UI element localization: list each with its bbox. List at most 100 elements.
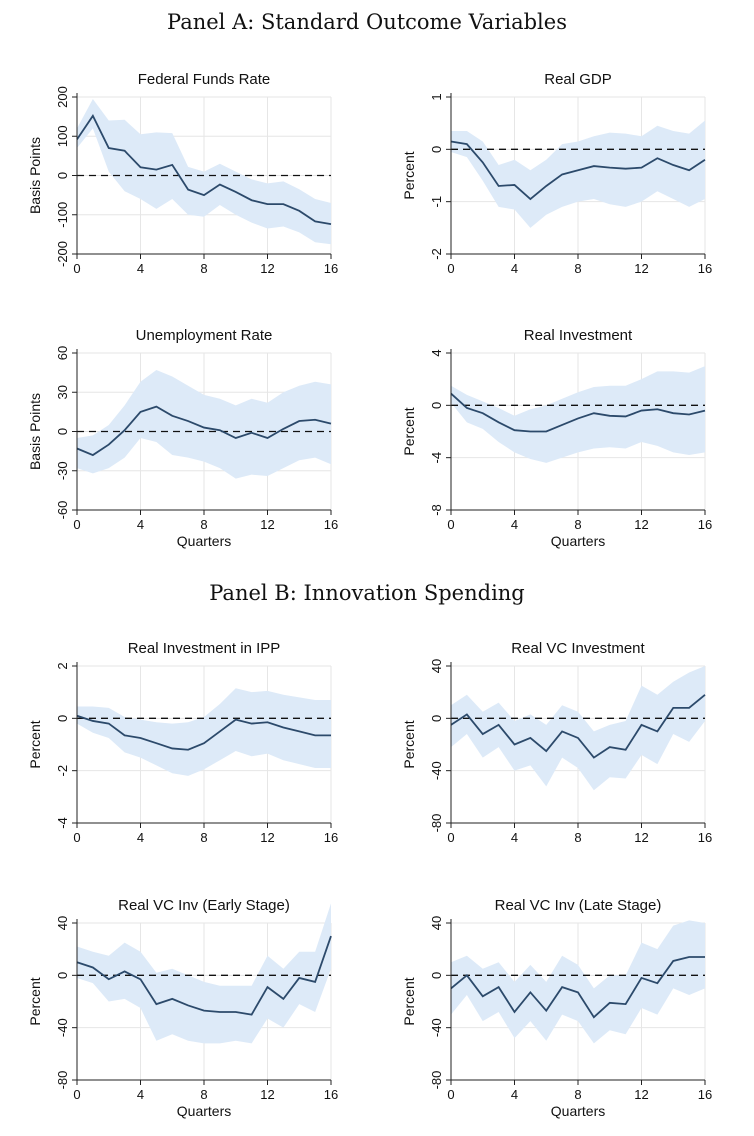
y-tick-label: 0 xyxy=(429,972,444,979)
x-tick-label: 16 xyxy=(698,830,712,845)
y-tick-label: -4 xyxy=(55,817,70,829)
chart-title: Real Investment xyxy=(524,327,633,344)
x-tick-label: 0 xyxy=(447,517,454,532)
x-tick-label: 12 xyxy=(260,517,274,532)
x-axis-label: Quarters xyxy=(551,533,605,549)
y-tick-label: 0 xyxy=(55,428,70,435)
x-tick-label: 8 xyxy=(574,830,581,845)
y-tick-label: 0 xyxy=(429,146,444,153)
y-tick-label: 0 xyxy=(55,715,70,722)
x-tick-label: 4 xyxy=(511,517,518,532)
x-tick-label: 8 xyxy=(574,1087,581,1102)
x-tick-label: 4 xyxy=(511,830,518,845)
response-line xyxy=(450,392,706,433)
y-axis-label: Percent xyxy=(27,977,43,1025)
y-axis-label: Percent xyxy=(401,977,417,1025)
x-tick-label: 0 xyxy=(447,261,454,276)
chart-title: Real Investment in IPP xyxy=(128,640,281,657)
y-tick-label: 1 xyxy=(429,93,444,100)
chart-title: Unemployment Rate xyxy=(136,327,273,344)
y-tick-label: -1 xyxy=(429,196,444,208)
y-axis-label: Basis Points xyxy=(27,137,43,214)
x-tick-label: 8 xyxy=(574,261,581,276)
y-axis-label: Basis Points xyxy=(27,393,43,470)
y-tick-label: -200 xyxy=(55,241,70,267)
y-tick-label: -30 xyxy=(55,461,70,480)
confidence-band xyxy=(451,120,705,228)
y-tick-label: 2 xyxy=(55,662,70,669)
x-tick-label: 8 xyxy=(200,830,207,845)
y-tick-label: 0 xyxy=(429,715,444,722)
y-tick-label: 200 xyxy=(55,86,70,108)
y-tick-label: 4 xyxy=(429,349,444,356)
x-tick-label: 0 xyxy=(447,830,454,845)
y-tick-label: -4 xyxy=(429,452,444,464)
confidence-band xyxy=(77,688,331,776)
y-axis-label: Percent xyxy=(401,151,417,199)
response-line xyxy=(450,694,706,759)
y-tick-label: -80 xyxy=(429,814,444,833)
y-tick-label: -40 xyxy=(55,1018,70,1037)
x-tick-label: 4 xyxy=(137,1087,144,1102)
y-tick-label: 40 xyxy=(429,916,444,930)
x-axis-label: Quarters xyxy=(551,1103,605,1119)
response-line xyxy=(450,140,706,201)
y-tick-label: 40 xyxy=(55,916,70,930)
x-tick-label: 0 xyxy=(73,261,80,276)
x-tick-label: 0 xyxy=(447,1087,454,1102)
x-tick-label: 12 xyxy=(260,1087,274,1102)
x-tick-label: 16 xyxy=(324,517,338,532)
chart-7: Real VC Inv (Early Stage) 0 4 8 12 16 -80 -40 0 4… xyxy=(27,897,338,1119)
y-tick-label: 60 xyxy=(55,346,70,360)
x-tick-label: 8 xyxy=(200,517,207,532)
y-tick-label: 100 xyxy=(55,125,70,147)
y-tick-label: -60 xyxy=(55,501,70,520)
x-tick-label: 16 xyxy=(698,261,712,276)
chart-title: Real VC Inv (Late Stage) xyxy=(495,897,662,914)
chart-6: Real VC Investment 0 4 8 12 16 -80 -40 0 40 Percen… xyxy=(401,640,712,845)
chart-5: Real Investment in IPP 0 4 8 12 16 -4 -2 0 2 Perce… xyxy=(27,640,338,845)
x-tick-label: 8 xyxy=(200,261,207,276)
response-line xyxy=(76,935,332,1016)
y-tick-label: -2 xyxy=(429,248,444,260)
chart-title: Real VC Inv (Early Stage) xyxy=(118,897,290,914)
x-tick-label: 8 xyxy=(574,517,581,532)
x-tick-label: 16 xyxy=(324,830,338,845)
y-tick-label: 0 xyxy=(55,172,70,179)
confidence-band xyxy=(451,666,705,791)
x-tick-label: 12 xyxy=(634,830,648,845)
chart-8: Real VC Inv (Late Stage) 0 4 8 12 16 -80 -40 0 40… xyxy=(401,897,712,1119)
x-tick-label: 12 xyxy=(634,261,648,276)
y-tick-label: -40 xyxy=(429,761,444,780)
x-tick-label: 16 xyxy=(324,1087,338,1102)
x-tick-label: 16 xyxy=(698,517,712,532)
x-tick-label: 0 xyxy=(73,830,80,845)
y-tick-label: 0 xyxy=(55,972,70,979)
response-line xyxy=(76,714,331,751)
chart-title: Federal Funds Rate xyxy=(138,71,271,88)
x-tick-label: 8 xyxy=(200,1087,207,1102)
confidence-band xyxy=(77,370,331,479)
y-tick-label: 40 xyxy=(429,659,444,673)
y-axis-label: Percent xyxy=(27,720,43,768)
confidence-band xyxy=(77,98,331,245)
y-tick-label: 30 xyxy=(55,385,70,399)
y-tick-label: -8 xyxy=(429,504,444,516)
response-line xyxy=(76,405,332,457)
y-tick-label: -100 xyxy=(55,202,70,228)
x-tick-label: 0 xyxy=(73,1087,80,1102)
x-tick-label: 12 xyxy=(634,1087,648,1102)
x-tick-label: 4 xyxy=(511,1087,518,1102)
response-line xyxy=(450,956,705,1019)
x-axis-label: Quarters xyxy=(177,1103,231,1119)
confidence-band xyxy=(77,903,331,1044)
y-tick-label: -40 xyxy=(429,1018,444,1037)
y-tick-label: -2 xyxy=(55,765,70,777)
panel-a-title: Panel A: Standard Outcome Variables xyxy=(167,10,567,34)
panel-b-title: Panel B: Innovation Spending xyxy=(209,581,525,605)
y-tick-label: 0 xyxy=(429,402,444,409)
chart-4: Real Investment 0 4 8 12 16 -8 -4 0 4 Percent Quart… xyxy=(401,327,712,549)
x-axis-label: Quarters xyxy=(177,533,231,549)
